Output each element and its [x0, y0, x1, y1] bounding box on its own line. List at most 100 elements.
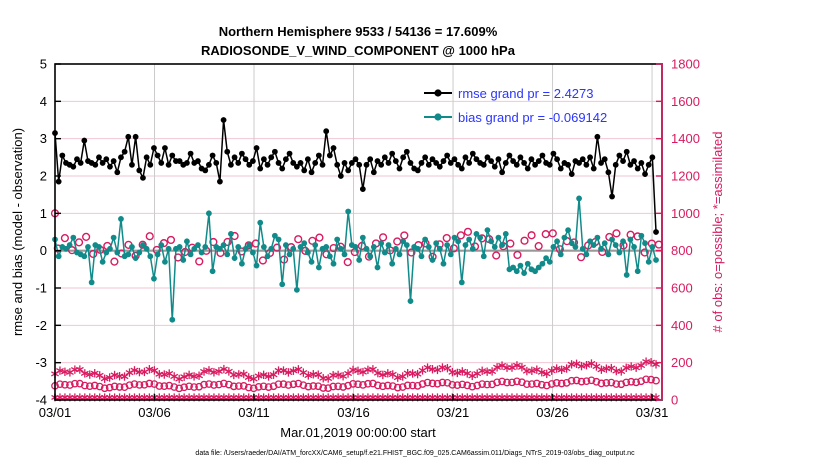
series-marker [561, 234, 568, 241]
series-marker [546, 258, 553, 265]
obs-assimilated-marker [637, 361, 646, 370]
series-marker [601, 240, 608, 247]
series-marker [239, 150, 245, 157]
obs-possible-marker [185, 382, 193, 391]
obs-possible-marker [249, 384, 258, 393]
series-marker [590, 242, 597, 248]
obs-possible-marker [173, 253, 183, 262]
obs-possible-marker [220, 379, 228, 388]
series-marker [147, 253, 154, 260]
series-marker [579, 245, 586, 252]
obs-possible-marker [115, 383, 124, 391]
series-marker [466, 236, 473, 243]
series-marker [279, 165, 286, 172]
series-marker [491, 244, 498, 250]
series-marker [359, 186, 366, 192]
obs-possible-marker [60, 234, 69, 243]
obs-possible-marker [95, 382, 104, 391]
obs-possible-marker [359, 381, 367, 389]
series-marker [517, 154, 524, 161]
series-marker [579, 156, 586, 163]
obs-possible-marker [180, 383, 188, 392]
series-marker [297, 244, 304, 250]
obs-possible-marker [145, 232, 154, 241]
series-marker [180, 257, 187, 263]
series-marker [290, 245, 297, 252]
obs-assimilated-marker [259, 370, 268, 380]
obs-possible-marker [428, 379, 437, 388]
obs-possible-marker [572, 376, 581, 385]
series-marker [151, 145, 157, 151]
series-marker [114, 169, 121, 176]
series-marker [249, 158, 256, 164]
series-marker [385, 242, 392, 248]
series-marker [107, 163, 113, 170]
series-marker [477, 234, 484, 241]
obs-possible-marker [473, 381, 482, 390]
series-marker [576, 160, 582, 166]
series-marker [235, 244, 242, 250]
series-marker [107, 245, 113, 252]
obs-assimilated-marker [617, 367, 626, 376]
obs-possible-marker [66, 381, 74, 389]
series-marker [623, 148, 630, 155]
obs-possible-marker [258, 256, 267, 265]
x-tick-label: 03/31 [636, 405, 669, 420]
obs-possible-marker [234, 382, 243, 390]
series-marker [502, 230, 509, 237]
obs-possible-marker [223, 237, 232, 247]
obs-assimilated-marker [85, 370, 94, 379]
series-marker [304, 156, 311, 163]
series-marker [213, 160, 220, 166]
series-marker [55, 178, 62, 185]
series-marker [554, 238, 560, 245]
y-tick-label-right: 0 [671, 393, 678, 408]
series-marker [132, 255, 139, 262]
series-marker [286, 251, 293, 258]
series-marker [129, 244, 135, 250]
series-marker [587, 154, 593, 161]
series-marker [286, 150, 293, 157]
obs-possible-marker [90, 381, 99, 390]
series-marker [645, 161, 652, 168]
obs-assimilated-marker [493, 363, 502, 372]
series-marker [532, 268, 538, 275]
series-marker [257, 219, 264, 226]
obs-possible-marker [612, 380, 621, 388]
obs-possible-marker [100, 384, 109, 393]
obs-possible-marker [56, 380, 64, 389]
series-marker [110, 158, 117, 164]
obs-possible-marker [110, 382, 119, 391]
series-marker [418, 253, 425, 260]
legend-item-rmse[interactable]: rmse grand pr = 2.4273 [424, 86, 594, 101]
x-tick-label: 03/06 [138, 405, 171, 420]
obs-possible-marker [364, 379, 372, 388]
series-marker [206, 161, 212, 168]
series-marker [70, 234, 77, 241]
obs-possible-marker [383, 381, 392, 390]
series-marker [403, 242, 410, 248]
series-marker [77, 160, 84, 166]
series-marker [143, 245, 150, 252]
series-marker [154, 152, 161, 159]
series-marker [220, 117, 227, 123]
y-tick-label-right: 400 [671, 318, 693, 333]
obs-possible-marker [294, 379, 303, 388]
series-marker [535, 264, 542, 271]
series-marker [191, 245, 198, 252]
series-marker [425, 244, 432, 250]
obs-assimilated-marker [413, 369, 422, 379]
series-marker [110, 234, 117, 241]
legend-item-bias[interactable]: bias grand pr = -0.069142 [424, 110, 607, 125]
series-marker [502, 160, 509, 166]
data-file-caption: data file: /Users/raeder/DAI/ATM_forcXX/… [195, 450, 635, 457]
series-marker [594, 133, 601, 140]
obs-assimilated-marker [209, 368, 218, 377]
series-marker [301, 167, 308, 174]
obs-assimilated-marker [453, 368, 462, 378]
legend: rmse grand pr = 2.4273 bias grand pr = -0… [424, 86, 607, 125]
series-marker [587, 238, 593, 245]
obs-possible-marker [334, 382, 342, 391]
series-marker [649, 244, 656, 250]
obs-possible-marker [105, 383, 114, 392]
